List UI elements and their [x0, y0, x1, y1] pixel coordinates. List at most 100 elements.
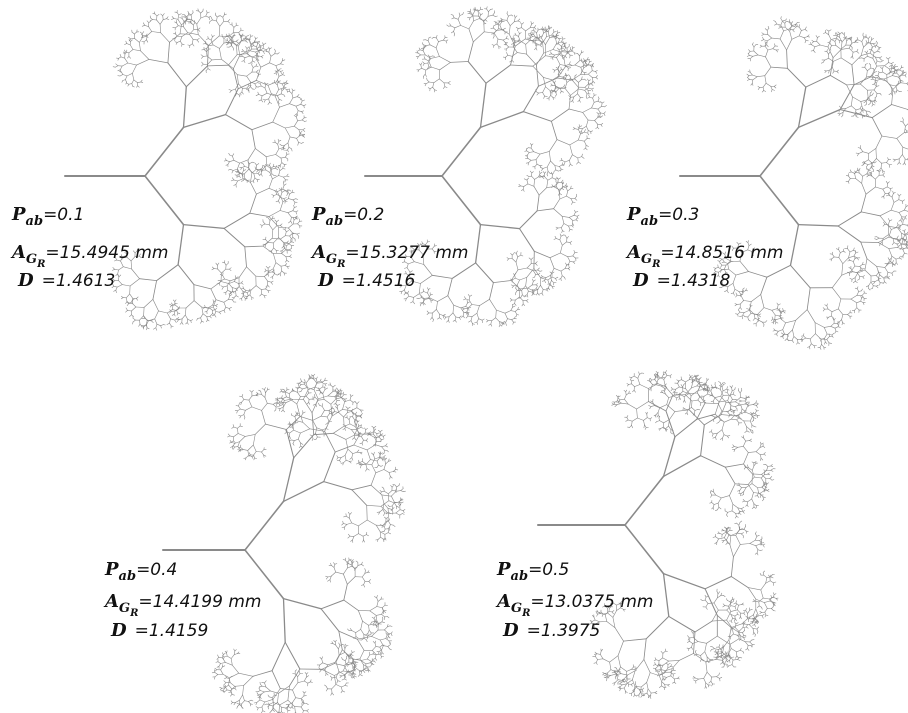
branch: [801, 30, 805, 31]
branch: [217, 21, 220, 26]
branch: [240, 426, 242, 427]
branch: [303, 412, 305, 413]
branch: [207, 11, 208, 13]
branch: [468, 42, 473, 62]
branch: [743, 291, 746, 292]
branch: [880, 72, 883, 73]
branch: [867, 259, 877, 267]
branch: [247, 76, 251, 82]
branch: [240, 409, 245, 410]
branch: [350, 400, 353, 402]
branch: [747, 76, 749, 78]
branch: [451, 26, 455, 28]
branch: [554, 70, 555, 72]
branch: [760, 46, 762, 47]
branch: [516, 290, 518, 292]
branch: [363, 535, 366, 537]
branch: [569, 95, 571, 109]
branch: [115, 66, 118, 68]
branch: [461, 306, 466, 307]
branch: [436, 42, 438, 48]
branch: [206, 16, 209, 17]
branch: [343, 409, 352, 410]
branch: [142, 325, 144, 326]
branch: [878, 72, 880, 73]
branch: [283, 183, 284, 186]
branch: [516, 253, 517, 257]
branch: [553, 69, 555, 70]
branch: [399, 484, 400, 486]
branch: [476, 263, 494, 283]
branch: [515, 309, 518, 311]
branch: [228, 21, 230, 23]
branch: [839, 253, 841, 258]
branch: [275, 49, 276, 51]
branch: [888, 258, 889, 260]
branch: [529, 160, 531, 162]
branch: [252, 395, 256, 396]
branch: [262, 224, 265, 225]
branch: [285, 244, 287, 246]
branch: [325, 384, 326, 386]
branch: [259, 51, 260, 53]
branch: [287, 194, 288, 196]
branch: [178, 26, 183, 27]
branch: [192, 39, 193, 43]
branch: [470, 16, 473, 18]
branch: [263, 246, 273, 254]
branch: [241, 293, 243, 294]
branch: [283, 60, 285, 61]
branch: [892, 64, 893, 66]
branch: [367, 520, 376, 525]
branch: [514, 21, 518, 22]
d-value: =1.4318: [657, 271, 731, 291]
branch: [601, 102, 603, 104]
branch: [598, 109, 601, 113]
branch: [520, 229, 535, 252]
branch: [337, 456, 338, 458]
branch: [240, 92, 242, 94]
branch: [903, 220, 904, 224]
branch: [273, 216, 274, 218]
branch: [883, 224, 885, 226]
branch: [511, 15, 513, 16]
branch: [271, 277, 273, 278]
branch: [842, 115, 843, 117]
branch: [285, 390, 287, 392]
branch: [824, 327, 827, 334]
branch: [377, 465, 379, 468]
branch: [592, 78, 593, 82]
branch: [538, 270, 541, 271]
branch: [829, 52, 831, 54]
branch: [170, 323, 172, 326]
branch: [208, 60, 212, 65]
branch: [549, 54, 551, 55]
branch: [740, 316, 743, 317]
branch: [242, 166, 245, 167]
branch: [536, 293, 537, 295]
branch: [239, 176, 241, 178]
branch: [316, 437, 317, 439]
branch: [867, 51, 868, 53]
branch: [588, 97, 590, 98]
branch: [271, 281, 273, 282]
branch: [127, 56, 128, 58]
branch: [825, 342, 827, 344]
branch: [157, 14, 159, 16]
branch: [856, 109, 860, 110]
branch: [222, 262, 224, 263]
branch: [863, 276, 865, 277]
branch: [715, 268, 716, 270]
branch: [448, 83, 450, 85]
branch: [367, 450, 370, 460]
branch: [361, 427, 364, 428]
branch: [866, 64, 868, 65]
branch: [479, 319, 482, 321]
branch: [243, 296, 245, 299]
branch: [132, 65, 136, 73]
branch: [284, 399, 290, 400]
branch: [733, 289, 735, 293]
branch: [254, 452, 257, 456]
branch: [413, 297, 414, 301]
branch: [254, 458, 255, 460]
